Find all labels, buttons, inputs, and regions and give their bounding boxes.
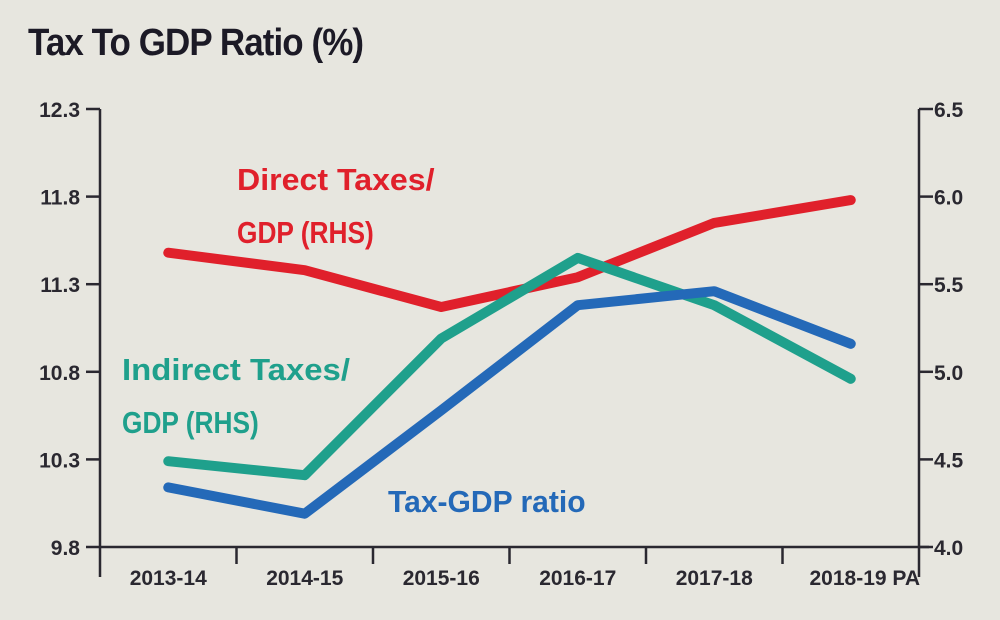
x-tick-label: 2017-18	[676, 567, 753, 590]
series-annotation: Indirect Taxes/	[122, 352, 350, 387]
series-line-indirect-taxes-gdp-rhs	[163, 252, 856, 481]
right-y-tick-label: 4.5	[934, 449, 964, 472]
left-y-tick-label: 10.8	[39, 362, 80, 385]
series-annotation: GDP (RHS)	[237, 215, 374, 250]
x-tick-label: 2013-14	[130, 567, 207, 590]
x-tick-label: 2015-16	[403, 567, 480, 590]
series-line-direct-taxes-gdp-rhs	[163, 195, 856, 312]
series-line-tax-gdp-ratio	[163, 286, 856, 519]
chart-title: Tax To GDP Ratio (%)	[28, 22, 364, 64]
x-tick-label: 2014-15	[266, 567, 343, 590]
right-y-tick-label: 5.0	[934, 362, 963, 385]
x-tick-label: 2016-17	[539, 567, 616, 590]
right-y-tick-label: 4.0	[934, 537, 963, 560]
left-y-tick-label: 11.3	[40, 274, 80, 297]
x-tick-label: 2018-19 PA	[809, 567, 920, 590]
left-y-tick-label: 9.8	[51, 537, 81, 560]
left-y-tick-label: 11.8	[40, 187, 80, 210]
right-y-tick-label: 6.0	[934, 187, 963, 210]
series-annotation: Direct Taxes/	[237, 162, 435, 197]
right-y-tick-label: 5.5	[934, 274, 964, 297]
left-y-tick-label: 10.3	[39, 449, 80, 472]
left-y-tick-label: 12.3	[39, 99, 80, 122]
series-annotation: Tax-GDP ratio	[388, 484, 586, 519]
series-annotation: GDP (RHS)	[122, 405, 259, 440]
right-y-tick-label: 6.5	[934, 99, 964, 122]
